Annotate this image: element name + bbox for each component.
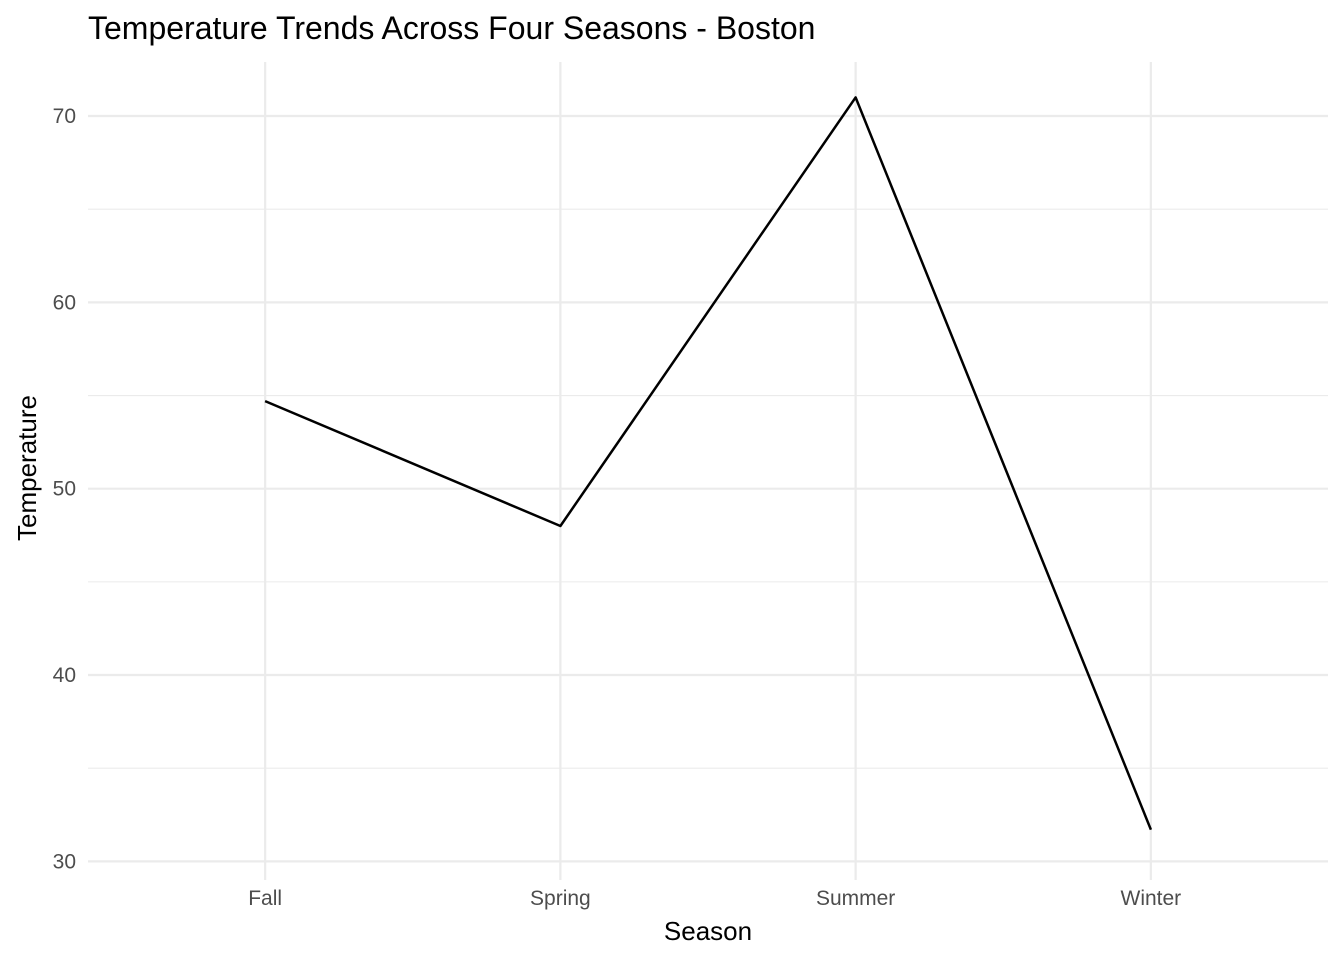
x-tick-label: Winter bbox=[1121, 887, 1182, 910]
x-tick-label: Summer bbox=[816, 887, 895, 910]
y-tick-label: 70 bbox=[53, 105, 76, 128]
y-axis-ticks: 30 40 50 60 70 bbox=[53, 105, 76, 873]
x-axis-ticks: Fall Spring Summer Winter bbox=[248, 887, 1181, 910]
x-tick-label: Spring bbox=[530, 887, 591, 910]
y-axis-label: Temperature bbox=[12, 395, 42, 541]
series-line bbox=[264, 96, 1153, 831]
y-tick-label: 60 bbox=[53, 291, 76, 314]
x-tick-label: Fall bbox=[248, 887, 282, 910]
series-layer bbox=[264, 96, 1153, 831]
chart-title: Temperature Trends Across Four Seasons -… bbox=[88, 10, 815, 46]
y-tick-label: 50 bbox=[53, 478, 76, 501]
grid bbox=[88, 62, 1328, 880]
y-tick-label: 30 bbox=[53, 850, 76, 873]
x-axis-label: Season bbox=[664, 916, 752, 946]
y-tick-label: 40 bbox=[53, 664, 76, 687]
